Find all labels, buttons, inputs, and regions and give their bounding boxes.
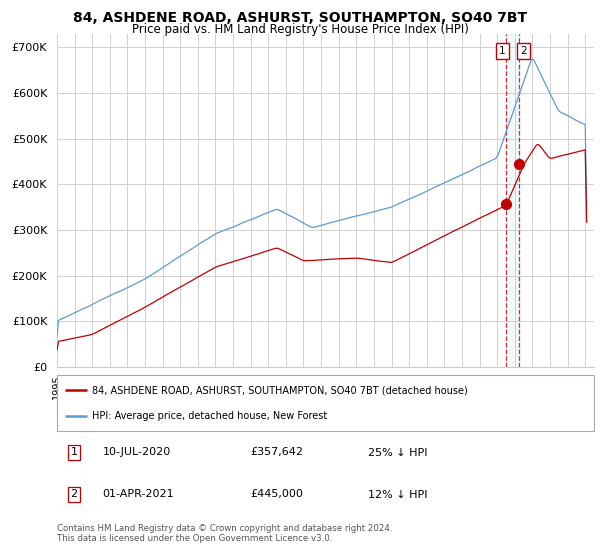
- Text: HPI: Average price, detached house, New Forest: HPI: Average price, detached house, New …: [92, 411, 327, 421]
- Text: 84, ASHDENE ROAD, ASHURST, SOUTHAMPTON, SO40 7BT (detached house): 84, ASHDENE ROAD, ASHURST, SOUTHAMPTON, …: [92, 385, 467, 395]
- Text: 1: 1: [499, 46, 505, 56]
- Text: £445,000: £445,000: [250, 489, 303, 500]
- Text: Contains HM Land Registry data © Crown copyright and database right 2024.
This d: Contains HM Land Registry data © Crown c…: [57, 524, 392, 543]
- Text: 25% ↓ HPI: 25% ↓ HPI: [368, 447, 428, 458]
- Text: 1: 1: [70, 447, 77, 458]
- Bar: [506, 34, 519, 367]
- Text: £357,642: £357,642: [250, 447, 304, 458]
- Point: [514, 159, 524, 168]
- Text: 01-APR-2021: 01-APR-2021: [103, 489, 174, 500]
- Text: 12% ↓ HPI: 12% ↓ HPI: [368, 489, 428, 500]
- Text: 84, ASHDENE ROAD, ASHURST, SOUTHAMPTON, SO40 7BT: 84, ASHDENE ROAD, ASHURST, SOUTHAMPTON, …: [73, 11, 527, 25]
- Text: 2: 2: [70, 489, 77, 500]
- Text: Price paid vs. HM Land Registry's House Price Index (HPI): Price paid vs. HM Land Registry's House …: [131, 23, 469, 36]
- Text: 2: 2: [520, 46, 527, 56]
- FancyBboxPatch shape: [57, 375, 594, 431]
- Point: [502, 199, 511, 208]
- Text: 10-JUL-2020: 10-JUL-2020: [103, 447, 171, 458]
